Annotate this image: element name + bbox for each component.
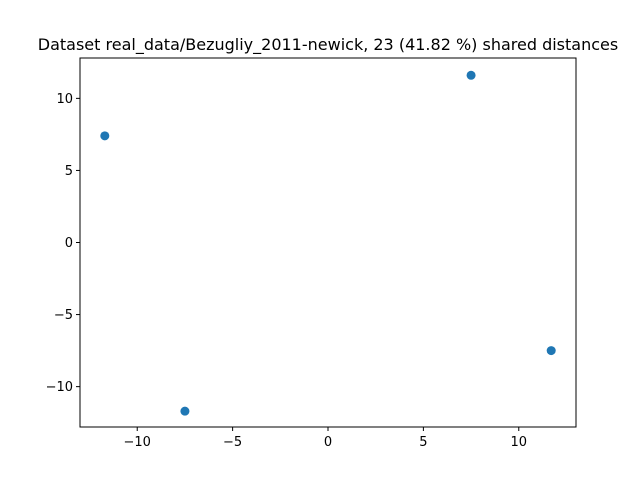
y-tick-label: 5 [65,164,73,179]
x-axis: −10 −5 0 5 10 [124,427,527,450]
scatter-point [466,70,476,80]
x-tick-label: −5 [223,435,242,450]
scatter-point [546,346,556,356]
y-axis: −10 −5 0 5 10 [46,92,80,395]
y-tick-label: 10 [56,92,73,107]
scatter-point [180,406,190,416]
plot-area [79,57,577,428]
data-points [100,70,556,416]
y-tick-label: 0 [65,236,73,251]
x-tick-label: 10 [510,435,527,450]
x-tick-label: 5 [419,435,427,450]
chart-title: Dataset real_data/Bezugliy_2011-newick, … [38,35,618,55]
x-tick-label: 0 [324,435,332,450]
x-tick-label: −10 [124,435,151,450]
y-tick-label: −5 [54,308,73,323]
scatter-point [100,131,110,141]
y-tick-label: −10 [46,380,73,395]
